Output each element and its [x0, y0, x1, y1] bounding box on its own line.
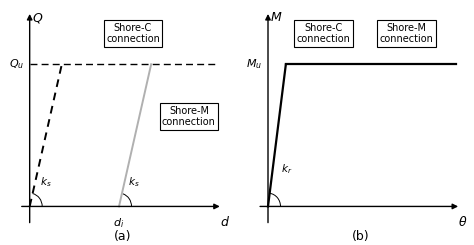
Text: $k_s$: $k_s$	[40, 176, 52, 189]
Text: (a): (a)	[114, 230, 131, 243]
Text: $Q_u$: $Q_u$	[9, 57, 24, 71]
Text: $k_r$: $k_r$	[281, 162, 292, 176]
Text: $k_s$: $k_s$	[128, 176, 139, 189]
Text: M: M	[271, 11, 282, 24]
Text: Shore-M
connection: Shore-M connection	[380, 23, 433, 44]
Text: $M_u$: $M_u$	[246, 57, 263, 71]
Text: Q: Q	[32, 11, 42, 24]
Text: Shore-M
connection: Shore-M connection	[162, 106, 216, 127]
Text: Shore-C
connection: Shore-C connection	[106, 23, 160, 44]
Text: $d_i$: $d_i$	[113, 216, 125, 230]
Text: Shore-C
connection: Shore-C connection	[297, 23, 351, 44]
Text: (b): (b)	[352, 230, 370, 243]
Text: d: d	[220, 216, 228, 229]
Text: θ: θ	[459, 216, 466, 229]
